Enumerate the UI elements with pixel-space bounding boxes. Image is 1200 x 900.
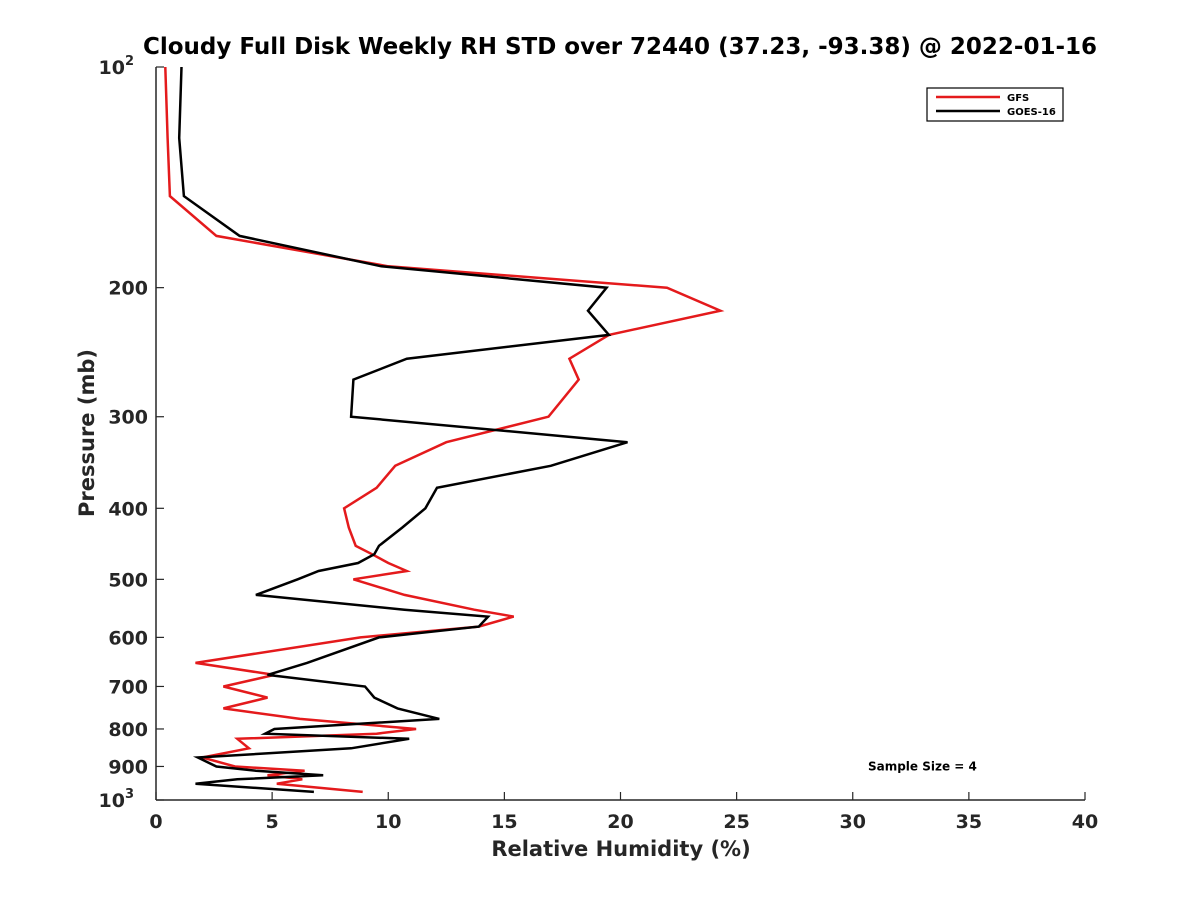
x-tick-label: 0 <box>149 811 162 833</box>
y-tick-label: 900 <box>108 756 148 778</box>
legend-label: GFS <box>1007 93 1029 104</box>
legend-box <box>926 87 1064 122</box>
x-axis: 0 5 10 15 20 25 30 35 40 <box>149 792 1098 833</box>
x-tick-label: 40 <box>1072 811 1098 833</box>
y-tick-label: 700 <box>108 676 148 698</box>
y-axis-label: Pressure (mb) <box>75 349 99 517</box>
y-axis: 102 200 300 400 500 600 700 800 900 103 <box>99 54 164 812</box>
y-tick-label: 800 <box>108 719 148 741</box>
x-tick-label: 20 <box>607 811 633 833</box>
y-tick-label: 500 <box>108 569 148 591</box>
sample-size-annotation: Sample Size = 4 <box>868 759 977 773</box>
x-axis-label: Relative Humidity (%) <box>491 837 750 861</box>
x-tick-label: 10 <box>375 811 401 833</box>
x-tick-label: 25 <box>723 811 749 833</box>
legend-label: GOES-16 <box>1007 107 1056 118</box>
series-layer <box>164 66 725 794</box>
legend: GFS GOES-16 <box>926 87 1064 122</box>
y-tick-label: 600 <box>108 627 148 649</box>
x-tick-label: 30 <box>840 811 866 833</box>
annotation-layer: Sample Size = 4 <box>868 759 977 773</box>
x-tick-label: 5 <box>266 811 279 833</box>
y-tick-label: 300 <box>108 407 148 429</box>
y-tick-label: 400 <box>108 498 148 520</box>
chart-title: Cloudy Full Disk Weekly RH STD over 7244… <box>143 34 1097 60</box>
series-line-goes-16 <box>177 66 628 794</box>
x-tick-label: 35 <box>956 811 982 833</box>
y-tick-label: 102 <box>99 54 135 79</box>
y-tick-label: 103 <box>99 787 135 812</box>
x-tick-label: 15 <box>491 811 517 833</box>
y-tick-label: 200 <box>108 278 148 300</box>
